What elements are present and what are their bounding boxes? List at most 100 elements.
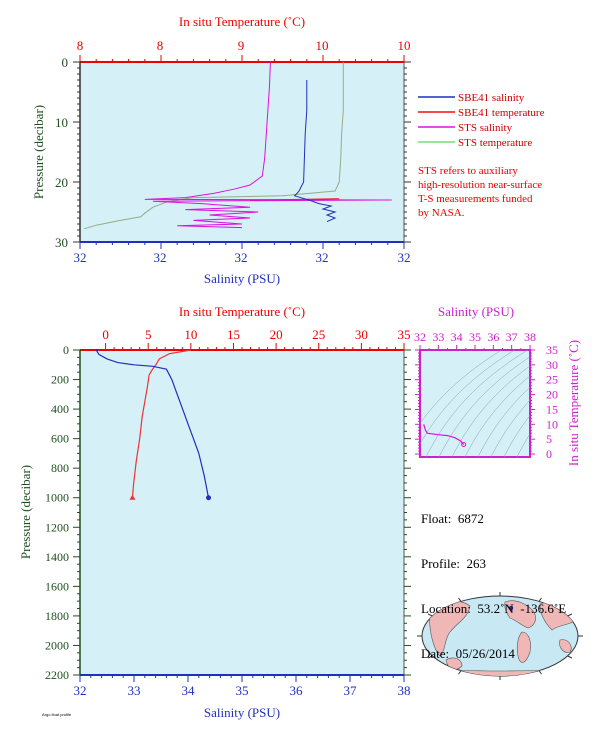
pressure-tick-label: 1400	[45, 550, 69, 564]
ts-temperature-tick-label: 30	[546, 358, 558, 372]
pressure-tick-label: 1200	[45, 520, 69, 534]
density-contour	[503, 415, 530, 457]
ts-end-marker	[461, 442, 467, 448]
ts-temperature-tick-label: 35	[546, 343, 558, 357]
float-id: Float: 6872	[421, 511, 484, 526]
series-line-sts-temperature	[83, 62, 344, 230]
density-contour	[420, 350, 516, 445]
map-graticule-tick	[458, 597, 462, 602]
ts-temperature-tick-label: 10	[546, 417, 558, 431]
top-series-group	[83, 61, 392, 230]
temperature-end-marker	[129, 494, 136, 500]
ts-salinity-tick-label: 38	[524, 330, 536, 344]
top-sal-tick-label: 32	[316, 250, 329, 265]
ts-curve	[423, 424, 465, 445]
ts-temperature-tick-label: 20	[546, 388, 558, 402]
ts-temperature-tick-label: 5	[546, 432, 552, 446]
float-info-panel: Float: 6872 Profile: 263 Location: 53.2˚…	[421, 481, 566, 676]
float-profile: Profile: 263	[421, 556, 486, 571]
pressure-tick-label: 400	[51, 402, 69, 416]
legend-label: SBE41 salinity	[458, 92, 525, 104]
bottom-plot-area	[79, 349, 405, 676]
ts-temperature-tick-label: 0	[546, 447, 552, 461]
sts-note: STS refers to auxiliary high-resolution …	[418, 165, 542, 219]
map-graticule-tick	[427, 613, 433, 617]
density-contour	[420, 350, 503, 425]
legend-label: STS temperature	[458, 137, 532, 149]
float-location-marker	[508, 605, 514, 611]
salinity-tick-label: 36	[290, 683, 304, 698]
float-date: Date: 05/26/2014	[421, 646, 515, 661]
pressure-tick-label: 1000	[45, 491, 69, 505]
ts-density-contours	[420, 350, 530, 457]
density-contour	[451, 365, 530, 457]
salinity-tick-label: 35	[236, 683, 249, 698]
ts-series-group	[423, 424, 467, 448]
footer-note: Argo float profile	[42, 712, 72, 717]
temperature-tick-label: 25	[312, 327, 325, 342]
top-temp-tick-label: 9	[238, 38, 245, 53]
map-graticule-tick	[427, 655, 433, 659]
top-temp-tick-label: 8	[77, 38, 84, 53]
temperature-tick-label: 0	[102, 327, 109, 342]
salinity-tick-label: 32	[74, 683, 87, 698]
density-contour	[490, 399, 530, 457]
top-temp-tick-label: 10	[316, 38, 329, 53]
legend-label: STS salinity	[458, 122, 513, 134]
top-sal-tick-label: 32	[235, 250, 248, 265]
ts-salinity-tick-label: 36	[487, 330, 499, 344]
temperature-tick-label: 20	[270, 327, 283, 342]
bottom-series-group	[95, 349, 212, 501]
salinity-tick-label: 33	[128, 683, 141, 698]
note-line: high-resolution near-surface	[418, 179, 542, 191]
salinity-end-marker	[206, 495, 212, 501]
map-graticule-tick	[567, 655, 573, 659]
density-contour	[464, 375, 530, 457]
ts-salinity-tick-label: 32	[414, 330, 426, 344]
bottom-temperature-axis-label: In situ Temperature (˚C)	[179, 304, 305, 319]
salinity-tick-label: 34	[182, 683, 196, 698]
ts-salinity-tick-label: 33	[432, 330, 444, 344]
bottom-axis-ticks	[73, 343, 411, 682]
map-graticule-tick	[538, 670, 542, 675]
temperature-tick-label: 15	[227, 327, 240, 342]
note-line: STS refers to auxiliary	[418, 165, 518, 177]
bottom-chart: In situ Temperature (˚C) Salinity (PSU) …	[18, 304, 411, 720]
note-line: by NASA.	[418, 207, 465, 219]
top-sal-tick-label: 32	[398, 250, 411, 265]
density-contour	[425, 350, 529, 457]
ts-salinity-tick-label: 34	[451, 330, 463, 344]
float-location: Location: 53.2˚N -136.6˚E	[421, 601, 567, 616]
temperature-tick-label: 35	[398, 327, 411, 342]
top-plot-area	[79, 61, 405, 243]
series-line-sbe41-salinity	[293, 80, 337, 223]
top-pressure-tick-label: 30	[55, 235, 68, 250]
temperature-tick-label: 5	[145, 327, 152, 342]
map-ticks	[417, 592, 583, 680]
top-pressure-tick-label: 20	[55, 175, 68, 190]
top-temperature-axis-label: In situ Temperature (˚C)	[179, 14, 305, 29]
top-pressure-tick-label: 10	[55, 115, 68, 130]
pressure-tick-label: 200	[51, 373, 69, 387]
ts-temperature-tick-label: 15	[546, 402, 558, 416]
salinity-profile-line	[95, 349, 210, 498]
density-contour	[477, 386, 530, 457]
top-temp-tick-label: 10	[398, 38, 411, 53]
top-axis-ticks	[73, 55, 411, 249]
world-map	[417, 592, 583, 680]
top-pressure-axis-label: Pressure (decibar)	[31, 105, 46, 199]
legend-label: SBE41 temperature	[458, 107, 545, 119]
salinity-tick-label: 38	[398, 683, 411, 698]
top-sal-tick-label: 32	[74, 250, 87, 265]
bottom-salinity-axis-label: Salinity (PSU)	[204, 705, 280, 720]
ts-temperature-axis-label: In situ Temperature (˚C)	[566, 340, 581, 466]
ts-salinity-axis-label: Salinity (PSU)	[438, 304, 514, 319]
density-contour	[516, 433, 530, 457]
pressure-tick-label: 2000	[45, 638, 69, 652]
top-legend: SBE41 salinity SBE41 temperature STS sal…	[418, 92, 545, 149]
pressure-tick-label: 1800	[45, 609, 69, 623]
map-graticule-tick	[458, 670, 462, 675]
pressure-tick-label: 1600	[45, 579, 69, 593]
